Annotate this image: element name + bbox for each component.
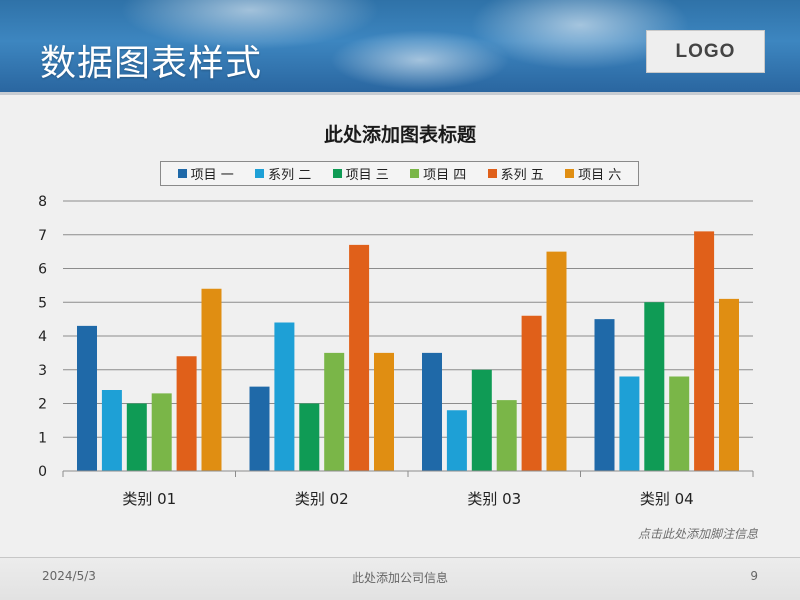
bar[interactable] bbox=[446, 410, 467, 471]
y-tick-label: 5 bbox=[38, 295, 47, 311]
x-category-label: 类别 03 bbox=[467, 490, 521, 508]
legend-swatch bbox=[177, 169, 187, 178]
page-number: 9 bbox=[750, 569, 758, 583]
bar[interactable] bbox=[299, 403, 320, 472]
bar[interactable] bbox=[422, 352, 442, 471]
legend-label: 系列 五 bbox=[500, 168, 544, 183]
bar[interactable] bbox=[176, 356, 197, 471]
bar[interactable] bbox=[594, 319, 615, 471]
page-title: 数据图表样式 bbox=[40, 43, 263, 84]
legend-item[interactable]: 项目 四 bbox=[410, 164, 466, 183]
y-tick-label: 4 bbox=[38, 329, 47, 345]
legend-item[interactable]: 项目 六 bbox=[565, 164, 621, 183]
legend-item[interactable]: 项目 三 bbox=[332, 164, 389, 183]
footnote-placeholder[interactable]: 点击此处添加脚注信息 bbox=[637, 527, 758, 541]
footer: 2024/5/3 此处添加公司信息 9 bbox=[0, 558, 800, 600]
footer-date: 2024/5/3 bbox=[42, 569, 96, 583]
y-tick-label: 2 bbox=[38, 397, 47, 413]
bar[interactable] bbox=[274, 322, 295, 472]
legend-swatch bbox=[255, 169, 265, 178]
bar[interactable] bbox=[349, 244, 370, 471]
y-tick-label: 1 bbox=[38, 430, 47, 446]
bar[interactable] bbox=[719, 298, 739, 471]
y-tick-label: 7 bbox=[38, 228, 47, 244]
y-tick-label: 8 bbox=[38, 194, 47, 210]
y-tick-label: 0 bbox=[38, 464, 47, 480]
bar[interactable] bbox=[324, 352, 345, 471]
bar[interactable] bbox=[496, 400, 517, 471]
legend-label: 系列 二 bbox=[268, 168, 312, 183]
legend-label: 项目 四 bbox=[423, 168, 467, 183]
logo-placeholder[interactable]: LOGO bbox=[646, 30, 765, 73]
bar[interactable] bbox=[546, 251, 567, 471]
legend-item[interactable]: 系列 二 bbox=[255, 164, 311, 183]
bar[interactable] bbox=[201, 288, 222, 471]
y-tick-label: 6 bbox=[38, 262, 47, 278]
bar-chart[interactable]: 0 1 2 3 4 5 6 7 8 类别 01 类别 02 类别 03 类别 04 bbox=[0, 0, 800, 560]
bar[interactable] bbox=[669, 376, 690, 472]
bar[interactable] bbox=[374, 352, 394, 471]
x-category-label: 类别 04 bbox=[640, 490, 694, 508]
x-category-label: 类别 01 bbox=[122, 490, 176, 508]
bar[interactable] bbox=[249, 386, 270, 471]
chart-legend[interactable]: 项目 一 系列 二 项目 三 项目 四 系列 五 项目 六 bbox=[160, 161, 639, 186]
legend-label: 项目 一 bbox=[190, 168, 234, 183]
legend-item[interactable]: 系列 五 bbox=[487, 164, 544, 183]
bar[interactable] bbox=[101, 390, 122, 471]
header-divider bbox=[0, 92, 800, 95]
legend-item[interactable]: 项目 一 bbox=[177, 164, 234, 183]
bar[interactable] bbox=[644, 302, 665, 471]
footer-company[interactable]: 此处添加公司信息 bbox=[351, 571, 448, 585]
legend-swatch bbox=[332, 169, 342, 178]
chart-title[interactable]: 此处添加图表标题 bbox=[323, 124, 476, 146]
legend-swatch bbox=[487, 169, 497, 178]
legend-swatch bbox=[565, 169, 575, 178]
legend-swatch bbox=[410, 169, 420, 178]
legend-label: 项目 三 bbox=[345, 168, 389, 183]
bar[interactable] bbox=[77, 325, 97, 471]
x-category-label: 类别 02 bbox=[295, 490, 349, 508]
y-tick-label: 3 bbox=[38, 363, 47, 379]
header-banner: 数据图表样式 LOGO bbox=[0, 0, 800, 92]
bar[interactable] bbox=[619, 376, 640, 472]
bar[interactable] bbox=[521, 315, 542, 471]
bar[interactable] bbox=[694, 231, 715, 471]
bar[interactable] bbox=[151, 393, 172, 471]
legend-label: 项目 六 bbox=[578, 168, 622, 183]
footer-divider bbox=[0, 557, 800, 558]
bar[interactable] bbox=[126, 403, 147, 472]
bar[interactable] bbox=[471, 369, 492, 471]
